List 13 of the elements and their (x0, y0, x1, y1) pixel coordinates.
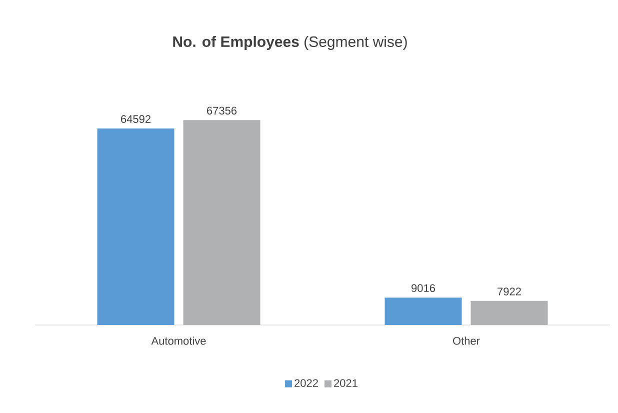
legend-label: 2022 (294, 379, 318, 387)
chart-title: No. of Employees (Segment wise) (173, 36, 407, 50)
bar (384, 298, 462, 325)
bar (97, 128, 174, 325)
data-label: 64592 (121, 115, 150, 123)
x-tick-label: Other (453, 336, 480, 345)
x-tick-label: Automotive (151, 336, 206, 345)
data-label: 9016 (412, 284, 435, 292)
data-label: 7922 (498, 288, 521, 296)
data-label: 67356 (207, 106, 237, 115)
bar (183, 120, 260, 325)
bar (470, 300, 548, 325)
legend-label: 2021 (334, 379, 358, 387)
